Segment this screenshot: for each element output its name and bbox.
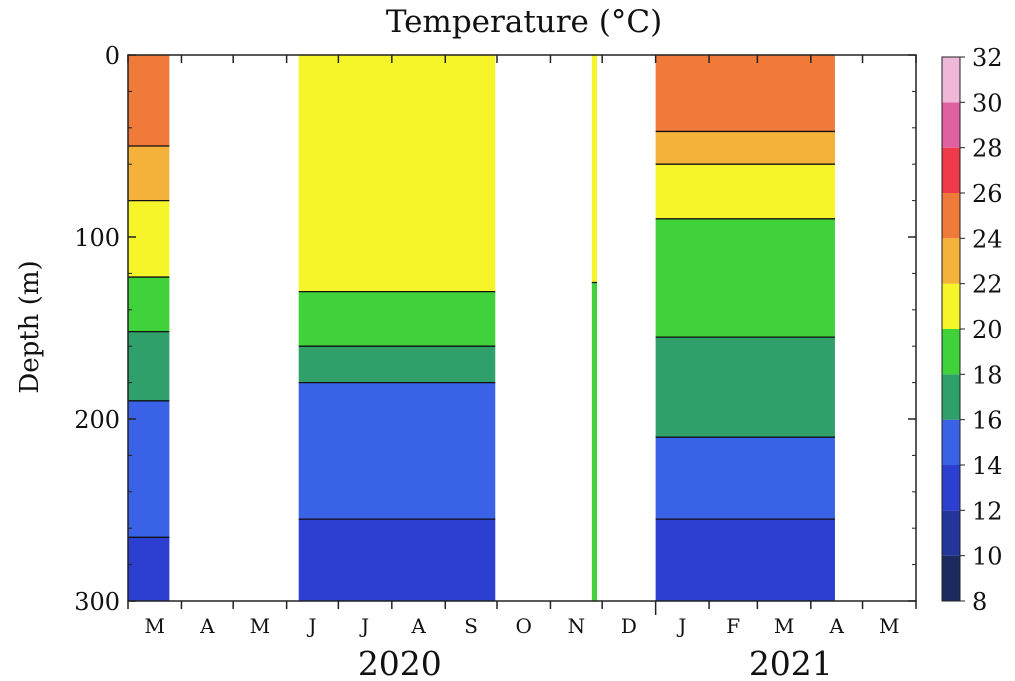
colorbar-swatch: [942, 555, 960, 601]
temperature-band: [128, 400, 170, 538]
temperature-band: [128, 55, 170, 146]
temperature-band: [128, 200, 170, 278]
colorbar-tick-label: 12: [972, 497, 1003, 525]
chart-title: Temperature (°C): [386, 4, 662, 40]
temperature-band: [298, 291, 496, 347]
colorbar-swatch: [942, 510, 960, 556]
x-month-label: O: [516, 614, 532, 638]
x-month-label: D: [621, 614, 637, 638]
x-month-label: S: [464, 614, 478, 638]
temperature-band: [655, 437, 835, 520]
isotherm-contours: [128, 130, 835, 538]
x-month-label: J: [306, 614, 316, 638]
y-tick-label: 0: [105, 42, 120, 70]
colorbar: 32 30 28 26 24 22 20 18 16 14 12 10 8: [941, 44, 1003, 616]
x-month-label: M: [774, 614, 794, 638]
y-tick-label: 100: [74, 224, 120, 252]
temperature-band: [655, 164, 835, 219]
colorbar-tick-label: 16: [972, 407, 1003, 435]
temperature-band: [128, 277, 170, 332]
colorbar-tick-label: 10: [972, 543, 1003, 571]
x-month-label: M: [879, 614, 899, 638]
colorbar-swatch: [942, 419, 960, 465]
temperature-band: [655, 519, 835, 601]
plot-data: [128, 55, 835, 601]
temperature-band: [655, 218, 835, 338]
colorbar-swatch: [942, 283, 960, 329]
x-axis-ticks: M A M J J A S O N D J F M A M 2020 2021: [127, 55, 917, 681]
temperature-band: [128, 331, 170, 401]
y-tick-label: 200: [74, 406, 120, 434]
x-month-label: N: [568, 614, 586, 638]
colorbar-swatch: [942, 374, 960, 420]
colorbar-swatch: [942, 238, 960, 284]
temperature-band: [298, 346, 496, 383]
temperature-band: [298, 55, 496, 292]
temperature-band: [298, 382, 496, 520]
colorbar-tick-label: 18: [972, 361, 1003, 389]
temperature-band: [128, 537, 170, 601]
colorbar-tick-label: 30: [972, 89, 1003, 117]
x-year-label: 2021: [749, 644, 833, 681]
colorbar-tick-label: 20: [972, 316, 1003, 344]
colorbar-tick-label: 28: [972, 135, 1003, 163]
x-month-label: A: [828, 614, 844, 638]
temperature-band: [591, 282, 598, 601]
x-month-label: J: [359, 614, 369, 638]
temperature-band: [591, 55, 598, 283]
colorbar-tick-label: 26: [972, 180, 1003, 208]
colorbar-tick-label: 24: [972, 225, 1003, 253]
x-month-label: M: [144, 614, 164, 638]
y-axis-ticks: 0 100 200 300: [74, 42, 916, 616]
colorbar-swatch: [942, 193, 960, 239]
colorbar-tick-label: 32: [972, 44, 1003, 72]
temperature-band: [655, 55, 835, 132]
x-month-label: J: [676, 614, 686, 638]
colorbar-swatch: [942, 147, 960, 193]
colorbar-tick-label: 14: [972, 452, 1003, 480]
x-month-label: A: [199, 614, 215, 638]
colorbar-swatch: [942, 102, 960, 148]
x-year-label: 2020: [358, 644, 442, 681]
x-month-label: F: [726, 614, 740, 638]
x-month-label: A: [410, 614, 426, 638]
x-month-label: M: [250, 614, 270, 638]
colorbar-tick-label: 8: [972, 588, 987, 616]
plot-frame: [127, 54, 917, 602]
y-axis-label: Depth (m): [15, 260, 45, 393]
y-tick-label: 300: [74, 588, 120, 616]
temperature-band: [298, 519, 496, 601]
colorbar-tick-label: 22: [972, 271, 1003, 299]
temperature-band: [128, 146, 170, 201]
colorbar-swatch: [942, 57, 960, 103]
temperature-band: [655, 337, 835, 438]
colorbar-swatch: [942, 329, 960, 375]
colorbar-swatch: [942, 465, 960, 511]
temperature-band: [655, 131, 835, 165]
